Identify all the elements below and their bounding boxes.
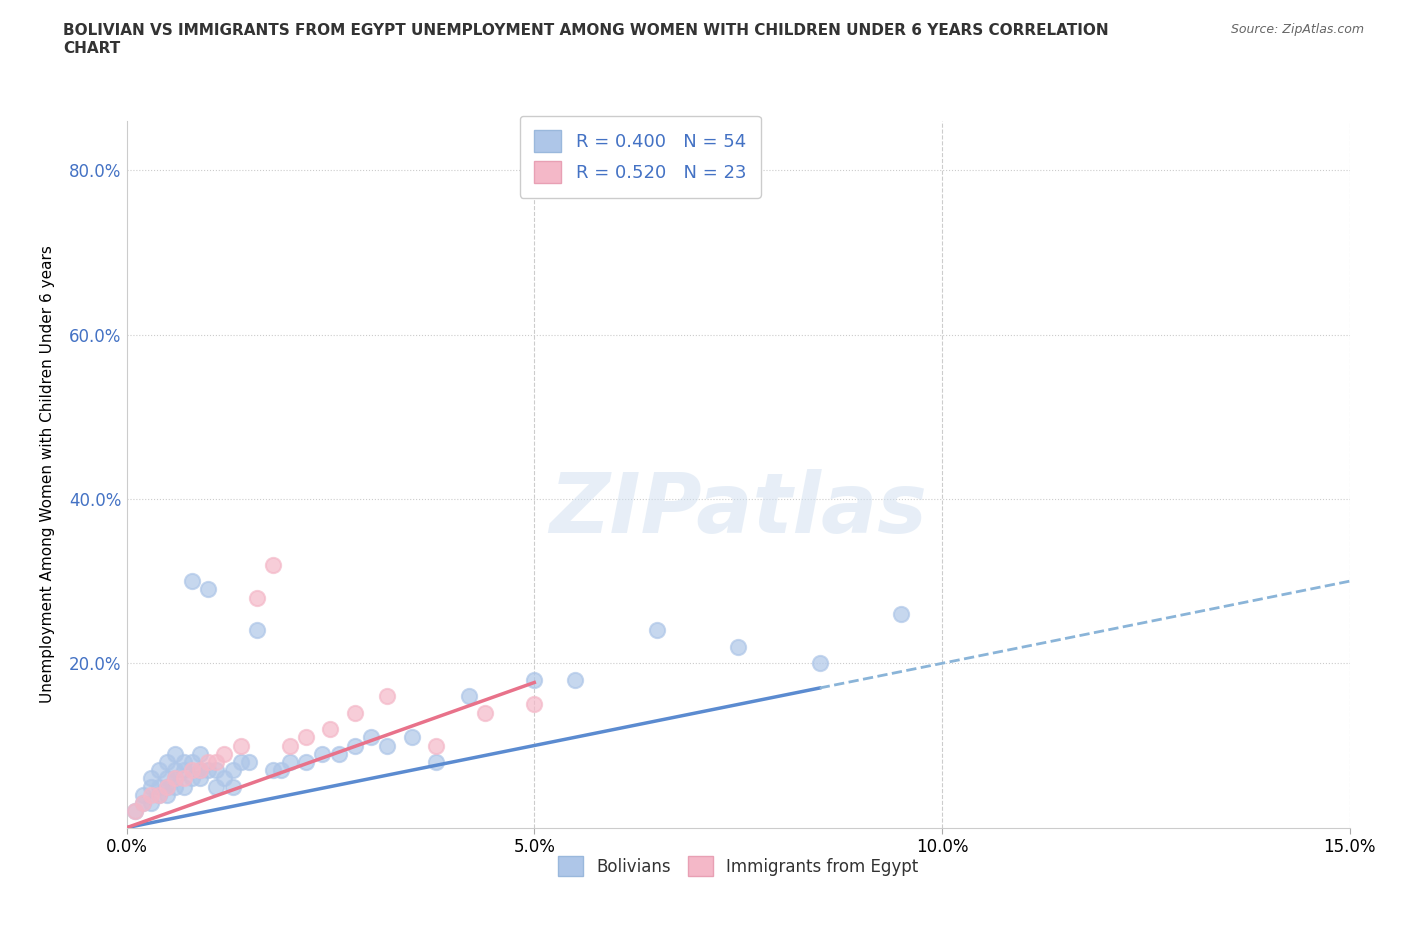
Point: [205, 779, 228, 794]
Point: [156, 754, 179, 769]
Point: [727, 640, 749, 655]
Point: [124, 804, 146, 818]
Point: [165, 746, 187, 761]
Point: [188, 771, 211, 786]
Point: [197, 582, 219, 597]
Point: [214, 746, 236, 761]
Point: [278, 738, 301, 753]
Point: [124, 804, 146, 818]
Point: [343, 705, 366, 720]
Point: [246, 623, 269, 638]
Point: [377, 738, 399, 753]
Point: [262, 557, 284, 572]
Point: [148, 788, 170, 803]
Point: [165, 771, 187, 786]
Point: [148, 779, 170, 794]
Text: BOLIVIAN VS IMMIGRANTS FROM EGYPT UNEMPLOYMENT AMONG WOMEN WITH CHILDREN UNDER 6: BOLIVIAN VS IMMIGRANTS FROM EGYPT UNEMPL…: [63, 23, 1109, 56]
Point: [139, 795, 162, 810]
Legend: Bolivians, Immigrants from Egypt: Bolivians, Immigrants from Egypt: [551, 849, 925, 883]
Point: [139, 788, 162, 803]
Text: Source: ZipAtlas.com: Source: ZipAtlas.com: [1230, 23, 1364, 36]
Point: [278, 754, 301, 769]
Point: [148, 763, 170, 777]
Point: [188, 763, 211, 777]
Point: [173, 754, 195, 769]
Point: [221, 763, 243, 777]
Point: [156, 771, 179, 786]
Point: [165, 771, 187, 786]
Point: [246, 591, 269, 605]
Point: [890, 606, 912, 621]
Point: [214, 771, 236, 786]
Point: [808, 656, 831, 671]
Point: [180, 771, 202, 786]
Point: [139, 771, 162, 786]
Point: [221, 779, 243, 794]
Point: [139, 779, 162, 794]
Point: [156, 779, 179, 794]
Point: [173, 779, 195, 794]
Point: [173, 763, 195, 777]
Point: [180, 754, 202, 769]
Point: [197, 763, 219, 777]
Point: [229, 754, 252, 769]
Point: [295, 754, 318, 769]
Point: [205, 763, 228, 777]
Point: [165, 779, 187, 794]
Point: [156, 779, 179, 794]
Point: [238, 754, 260, 769]
Point: [229, 738, 252, 753]
Point: [262, 763, 284, 777]
Point: [295, 730, 318, 745]
Point: [425, 738, 447, 753]
Point: [319, 722, 342, 737]
Point: [148, 788, 170, 803]
Point: [343, 738, 366, 753]
Point: [132, 788, 155, 803]
Point: [311, 746, 333, 761]
Point: [328, 746, 350, 761]
Text: ZIPatlas: ZIPatlas: [550, 469, 927, 551]
Point: [188, 746, 211, 761]
Point: [523, 697, 546, 711]
Point: [188, 763, 211, 777]
Y-axis label: Unemployment Among Women with Children Under 6 years: Unemployment Among Women with Children U…: [41, 246, 55, 703]
Point: [474, 705, 496, 720]
Point: [377, 689, 399, 704]
Point: [180, 763, 202, 777]
Point: [197, 754, 219, 769]
Point: [173, 771, 195, 786]
Point: [132, 795, 155, 810]
Point: [401, 730, 423, 745]
Point: [564, 672, 586, 687]
Point: [156, 788, 179, 803]
Point: [360, 730, 382, 745]
Point: [458, 689, 481, 704]
Point: [425, 754, 447, 769]
Point: [270, 763, 292, 777]
Point: [205, 754, 228, 769]
Point: [132, 795, 155, 810]
Point: [180, 574, 202, 589]
Point: [165, 763, 187, 777]
Point: [523, 672, 546, 687]
Point: [645, 623, 668, 638]
